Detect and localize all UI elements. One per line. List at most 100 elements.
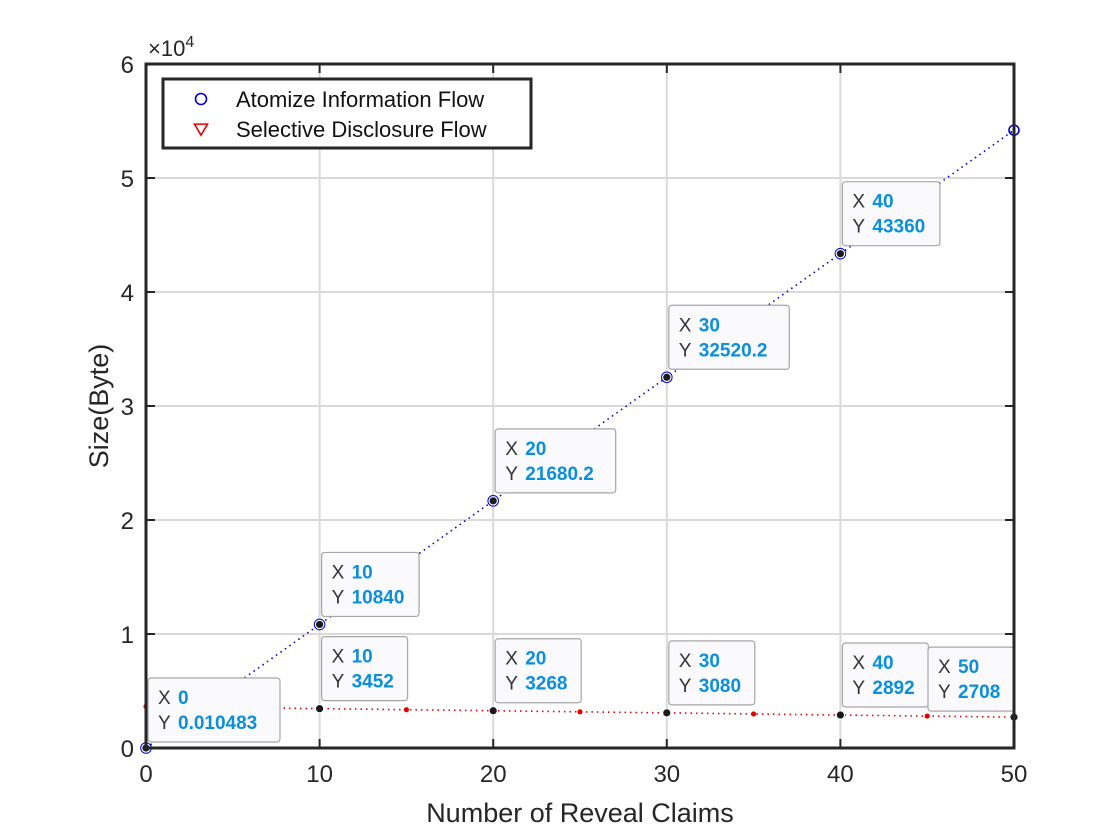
datatip-x-label: X xyxy=(505,439,518,460)
datatip-box xyxy=(321,636,409,702)
x-tick-label: 50 xyxy=(1001,761,1028,788)
legend: Atomize Information Flow Selective Disclo… xyxy=(161,77,533,150)
y-tick-label: 0 xyxy=(121,736,134,763)
datatip-box xyxy=(841,181,941,247)
legend-label: Atomize Information Flow xyxy=(236,87,484,112)
x-axis-label: Number of Reveal Claims xyxy=(426,798,734,828)
x-tick-label: 20 xyxy=(480,761,507,788)
datatip-y-value: 3080 xyxy=(699,676,741,697)
datatip-y-label: Y xyxy=(938,682,951,703)
datatip-x-value: 30 xyxy=(699,651,720,672)
datatip-anchor-dot xyxy=(661,372,672,383)
datatip-box xyxy=(668,304,790,370)
datatip-anchor-dot xyxy=(661,708,672,718)
datatip-y-value: 0.010483 xyxy=(178,713,257,734)
x-tick-label: 0 xyxy=(139,761,152,788)
datatip-x-value: 0 xyxy=(178,688,189,709)
datatip-anchor-dot xyxy=(835,710,846,720)
data-point-dot xyxy=(403,707,409,713)
datatip-y-value: 2708 xyxy=(958,682,1000,703)
y-tick-label: 5 xyxy=(121,166,134,193)
legend-item: Selective Disclosure Flow xyxy=(193,117,487,142)
datatip: X 30 Y 32520.2 xyxy=(661,304,790,383)
datatip: X 10 Y 3452 xyxy=(314,636,409,714)
datatip: X 10 Y 10840 xyxy=(314,551,420,630)
datatip-box xyxy=(494,428,617,494)
x-tick-label: 10 xyxy=(306,761,333,788)
legend-item: Atomize Information Flow xyxy=(194,87,484,112)
datatip-y-value: 32520.2 xyxy=(699,340,768,361)
y-exponent-label: ×104 xyxy=(148,34,194,61)
datatip-x-value: 30 xyxy=(699,315,720,336)
datatip-y-value: 3268 xyxy=(525,674,567,695)
datatip-y-value: 43360 xyxy=(872,217,925,238)
datatip-y-label: Y xyxy=(852,678,865,699)
datatip-x-label: X xyxy=(852,192,865,213)
datatip-box xyxy=(147,677,281,743)
datatip-x-label: X xyxy=(158,688,171,709)
datatip: X 20 Y 21680.2 xyxy=(488,428,617,506)
datatip: X 20 Y 3268 xyxy=(488,638,582,716)
datatip-y-label: Y xyxy=(505,464,518,485)
legend-marker xyxy=(193,123,209,137)
datatip-anchor-dot xyxy=(314,703,325,714)
y-tick-label: 1 xyxy=(121,622,134,649)
datatip-x-label: X xyxy=(505,649,518,670)
datatip: X 40 Y 43360 xyxy=(835,181,941,259)
datatip: X 50 Y 2708 xyxy=(927,646,1019,722)
datatip-y-label: Y xyxy=(679,676,692,697)
datatip-y-label: Y xyxy=(158,713,171,734)
datatip-x-value: 40 xyxy=(872,192,893,213)
datatip-anchor-dot xyxy=(835,248,846,259)
datatip-y-value: 3452 xyxy=(352,672,394,693)
datatip-box xyxy=(668,640,756,706)
y-tick-label: 6 xyxy=(121,52,134,79)
datatip-y-value: 2892 xyxy=(872,678,914,699)
y-tick-label: 3 xyxy=(121,394,134,421)
datatip-y-label: Y xyxy=(505,674,518,695)
data-point-circle xyxy=(660,371,673,384)
datatip-x-value: 10 xyxy=(352,562,373,583)
datatip-x-value: 50 xyxy=(958,657,979,678)
x-tick-label: 30 xyxy=(653,761,680,788)
datatip-anchor-dot xyxy=(488,496,498,506)
datatip-y-value: 21680.2 xyxy=(525,464,594,485)
data-point-circle xyxy=(313,618,326,631)
legend-label: Selective Disclosure Flow xyxy=(236,117,487,142)
datatip-box xyxy=(321,551,420,618)
data-point-dot xyxy=(924,713,930,719)
y-tick-label: 4 xyxy=(121,280,134,307)
axis-ticks: 0 10 20 30 40 50 0 1 2 3 4 5 6 xyxy=(121,52,1028,788)
datatip: X 30 Y 3080 xyxy=(661,640,756,718)
data-point-circle xyxy=(834,247,847,260)
datatip: X 40 Y 2892 xyxy=(835,642,930,720)
datatip-anchor-dot xyxy=(314,619,325,630)
data-point-circle xyxy=(487,495,500,507)
legend-box xyxy=(161,77,533,150)
x-tick-label: 40 xyxy=(827,761,854,788)
datatip-y-label: Y xyxy=(852,217,865,238)
datatip-y-label: Y xyxy=(679,340,692,361)
datatip-y-value: 10840 xyxy=(352,587,405,608)
y-axis-label: Size(Byte) xyxy=(84,344,114,469)
datatip-x-label: X xyxy=(938,657,951,678)
datatip-x-label: X xyxy=(679,315,692,336)
data-point-dot xyxy=(751,711,757,717)
y-tick-label: 2 xyxy=(121,508,134,535)
data-point-dot xyxy=(577,709,583,715)
datatip-x-value: 40 xyxy=(872,653,893,674)
datatip-box xyxy=(494,638,582,704)
datatip-y-label: Y xyxy=(332,587,345,608)
datatip-x-value: 10 xyxy=(352,647,373,668)
datatip: X 0Y 0.010483 xyxy=(141,677,281,753)
datatip-x-label: X xyxy=(852,653,865,674)
datatip-y-label: Y xyxy=(332,672,345,693)
datatip-anchor-dot xyxy=(488,705,498,716)
datatip-x-value: 20 xyxy=(525,649,546,670)
datatip-x-label: X xyxy=(332,562,345,583)
datatip-x-label: X xyxy=(679,651,692,672)
datatip-x-value: 20 xyxy=(525,439,546,460)
legend-marker xyxy=(194,92,208,106)
